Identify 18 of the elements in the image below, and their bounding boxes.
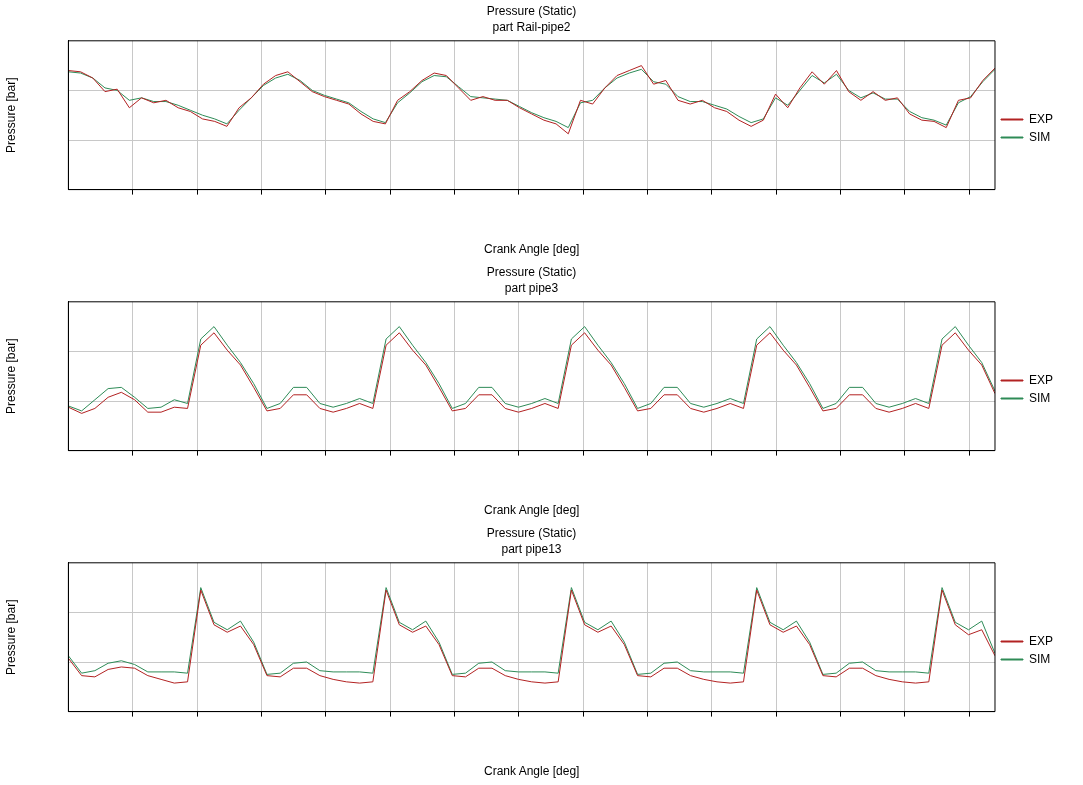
chart-subtitle: part Rail-pipe2 (492, 19, 571, 34)
legend-label: EXP (1028, 111, 1053, 126)
x-axis-title: Crank Angle [deg] (483, 242, 580, 257)
legend-label: SIM (1028, 390, 1051, 405)
chart-subtitle: part pipe3 (504, 280, 559, 295)
x-axis-title: Crank Angle [deg] (483, 764, 580, 779)
legend-label: EXP (1028, 633, 1053, 648)
y-axis-title: Pressure [bar] (3, 599, 18, 675)
chart-subtitle: part pipe13 (501, 541, 562, 556)
x-axis-title: Crank Angle [deg] (483, 503, 580, 518)
chart-title: Pressure (Static) (486, 264, 577, 279)
legend-label: EXP (1028, 372, 1053, 387)
legend-label: SIM (1028, 651, 1051, 666)
chart-title: Pressure (Static) (486, 525, 577, 540)
y-axis-title: Pressure [bar] (3, 77, 18, 153)
legend-label: SIM (1028, 129, 1051, 144)
y-axis-title: Pressure [bar] (3, 338, 18, 414)
chart-title: Pressure (Static) (486, 3, 577, 18)
